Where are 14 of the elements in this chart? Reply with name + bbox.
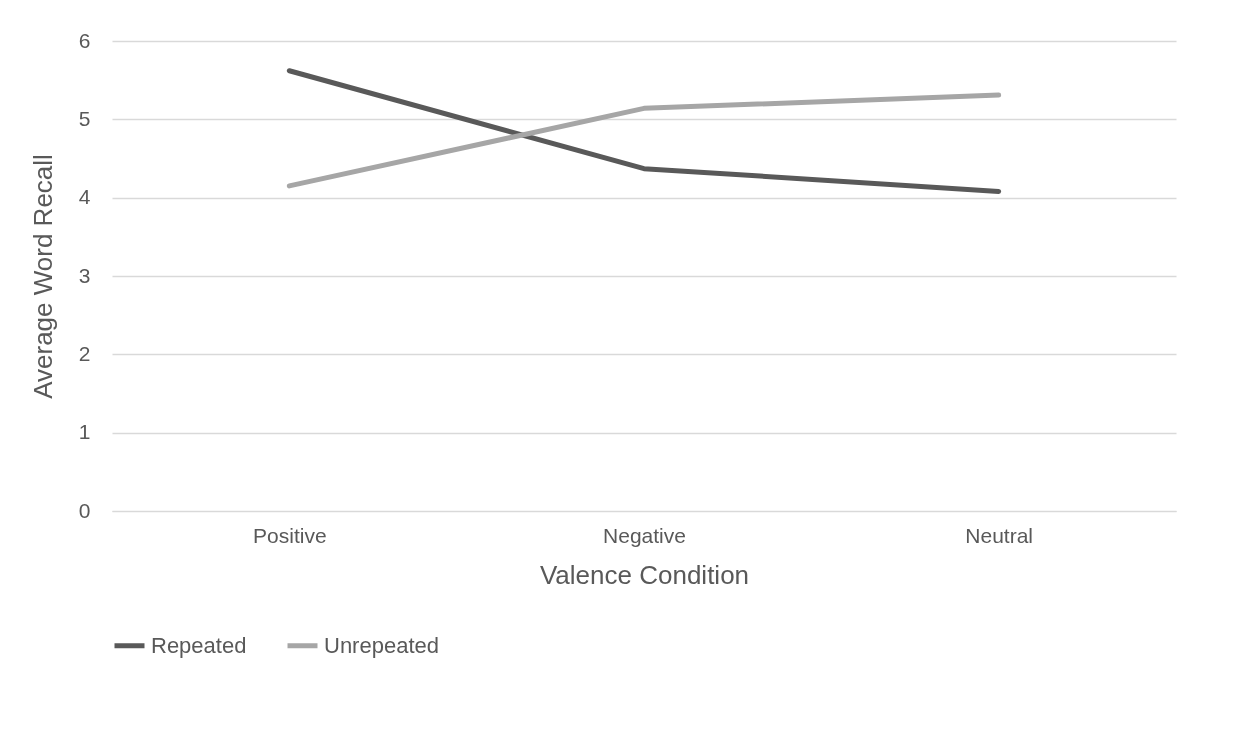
- x-tick-label: Negative: [603, 523, 686, 547]
- x-tick-label: Positive: [253, 523, 327, 547]
- y-axis-title: Average Word Recall: [27, 154, 58, 399]
- y-tick-label: 4: [78, 185, 91, 209]
- x-axis-title: Valence Condition: [539, 559, 750, 590]
- y-tick-label: 6: [78, 28, 91, 52]
- y-tick-label: 5: [78, 106, 91, 130]
- y-tick-label: 0: [78, 498, 91, 522]
- y-tick-label: 2: [78, 341, 91, 365]
- legend-label: Repeated: [151, 632, 247, 658]
- y-tick-label: 1: [78, 420, 91, 444]
- y-tick-label: 3: [78, 263, 91, 287]
- legend-label: Unrepeated: [324, 632, 439, 658]
- x-tick-label: Neutral: [965, 523, 1034, 547]
